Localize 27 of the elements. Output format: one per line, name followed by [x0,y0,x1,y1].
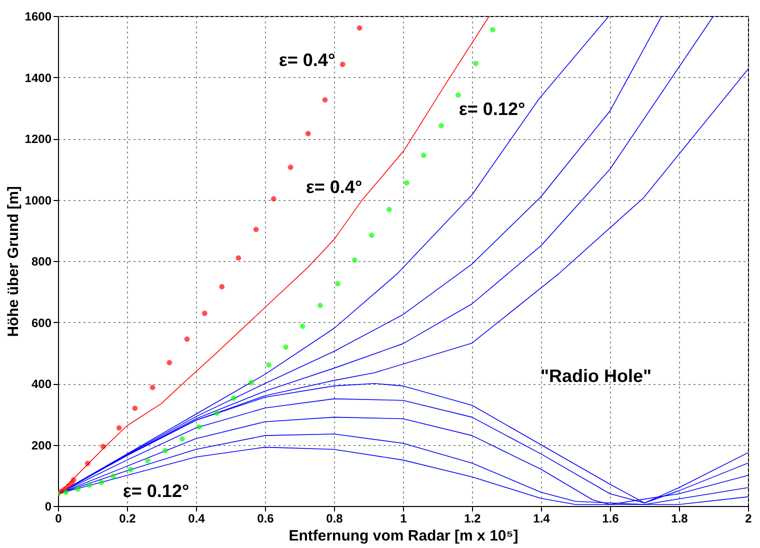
x-tick-label: 1 [400,512,408,526]
y-tick-label: 800 [31,254,52,268]
x-tick-label: 0.4 [188,512,206,526]
x-tick-label: 1.8 [671,512,688,526]
y-tick-label: 0 [44,500,52,514]
x-tick-label: 0.6 [257,512,274,526]
y-axis-title: Höhe über Grund [m] [4,186,22,337]
annotation: ε= 0.4° [278,50,336,70]
annotation: ε= 0.12° [122,481,190,501]
y-tick-label: 1600 [24,10,52,24]
annotation: ε= 0.4° [306,177,362,197]
y-tick-label: 200 [31,438,52,452]
y-tick-label: 1200 [24,132,52,146]
x-tick-label: 1.2 [464,512,482,526]
x-tick-label: 0 [55,512,62,526]
x-axis-title: Entfernung vom Radar [m x 10⁵] [288,528,518,544]
x-tick-label: 0.2 [119,512,136,526]
x-tick-label: 0.8 [326,512,344,526]
annotation: "Radio Hole" [540,366,652,386]
x-tick-label: 2 [745,512,752,526]
y-tick-label: 400 [31,377,52,391]
x-tick-label: 1.4 [533,512,550,526]
y-tick-label: 1400 [24,70,52,85]
annotation: ε= 0.12° [458,99,526,119]
y-tick-label: 600 [31,316,52,330]
y-tick-label: 1000 [24,193,52,208]
x-tick-label: 1.6 [602,512,620,526]
